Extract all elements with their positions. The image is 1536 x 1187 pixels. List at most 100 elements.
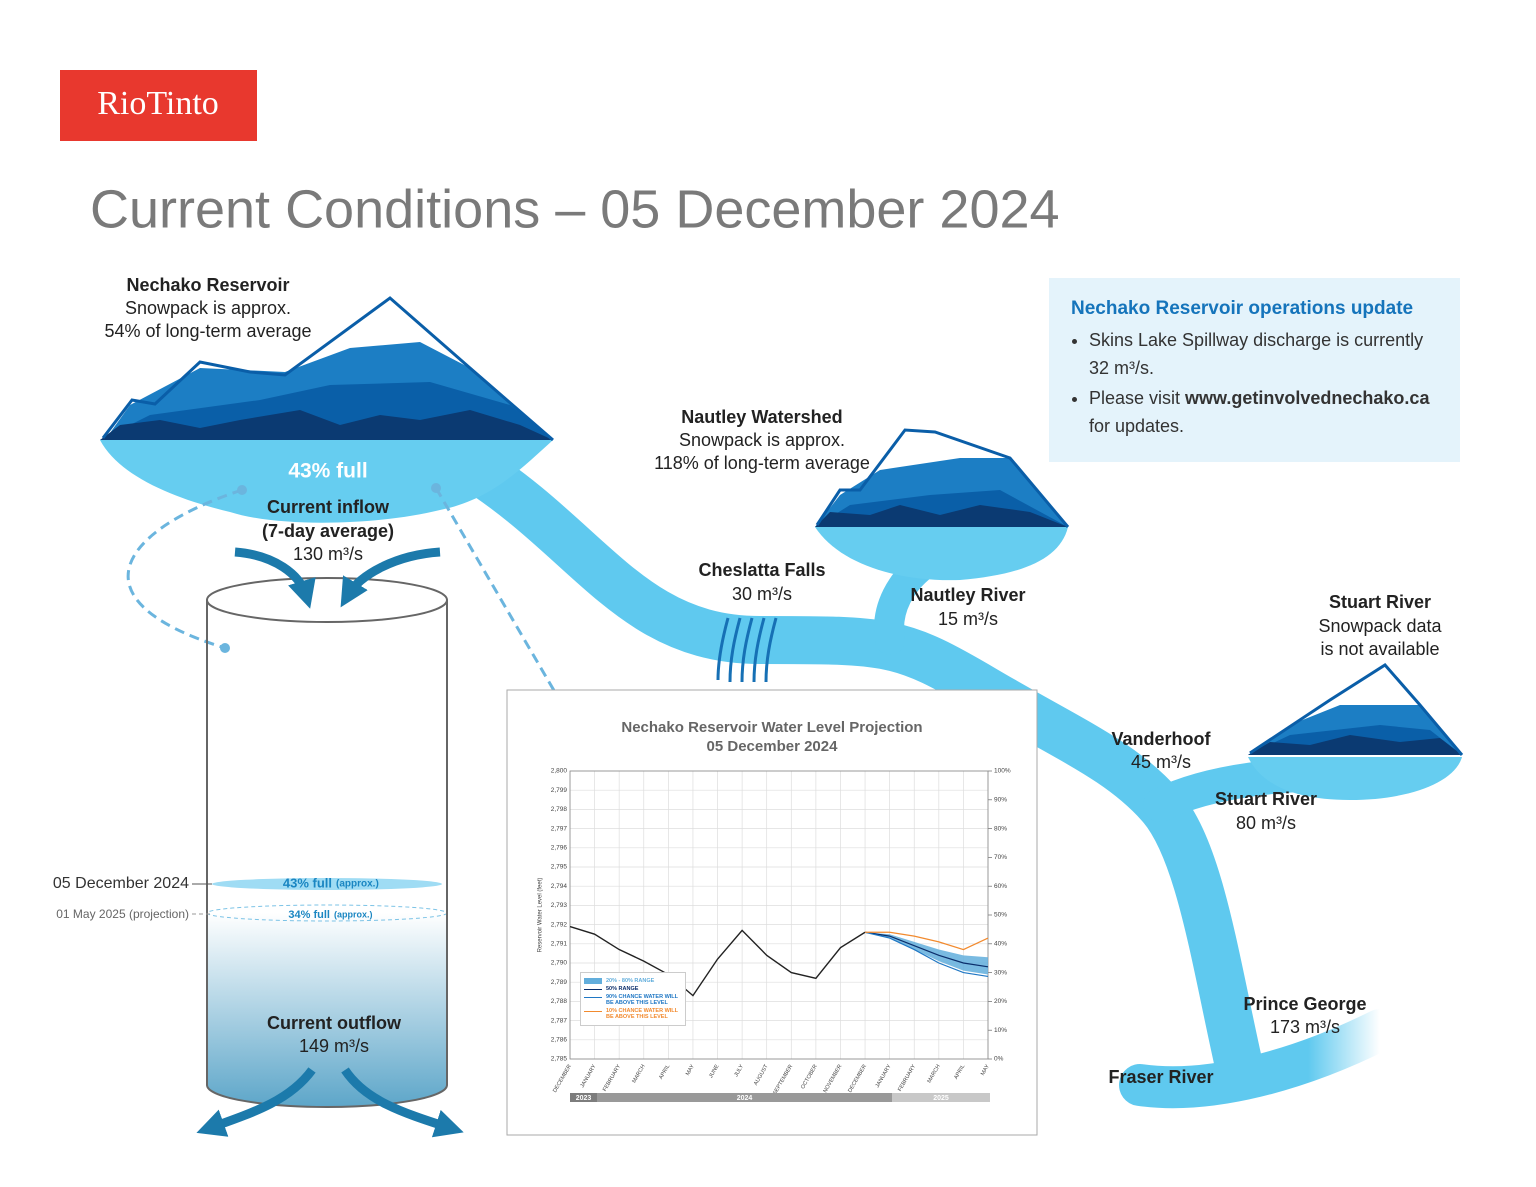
series-line <box>865 931 989 951</box>
series-line <box>569 925 866 997</box>
y-tick-label: 2,793 <box>551 902 568 909</box>
y2-tick-label: 10% <box>994 1027 1007 1034</box>
location-text: is not available <box>1320 639 1439 659</box>
reservoir-fill: 43% full <box>288 460 367 483</box>
flow-arrows <box>196 547 464 1138</box>
y2-tick-label: 30% <box>994 969 1007 976</box>
logo-box <box>60 70 257 141</box>
legend-label: 50% RANGE <box>606 986 639 992</box>
y-tick-label: 2,799 <box>551 787 568 794</box>
chart-frame <box>506 689 1038 1136</box>
year-band <box>597 1093 892 1102</box>
y2-tick-label: 80% <box>994 825 1007 832</box>
legend-label: 90% CHANCE WATER WILL BE ABOVE THIS LEVE… <box>606 994 678 1006</box>
flow-value: 45 m³/s <box>1131 752 1191 772</box>
stuart-mountain <box>1248 663 1464 756</box>
inflow-value: 130 m³/s <box>293 544 363 564</box>
flow-value: 15 m³/s <box>938 609 998 629</box>
connector-dot <box>237 485 247 495</box>
page-title: Current Conditions – 05 December 2024 <box>90 179 1060 239</box>
level-value: 34% full <box>288 909 330 921</box>
level-date: 05 December 2024 <box>53 875 189 892</box>
reservoir-mountain <box>100 296 554 442</box>
chart-subtitle: 05 December 2024 <box>707 738 839 755</box>
flow-name: Cheslatta Falls <box>698 560 825 580</box>
y-tick-label: 2,789 <box>551 979 568 986</box>
flow-name: Nautley River <box>910 585 1025 605</box>
location-text: Snowpack is approx. <box>125 298 291 318</box>
y-tick-label: 2,797 <box>551 825 568 832</box>
y2-tick-label: 50% <box>994 912 1007 919</box>
info-item: Skins Lake Spillway discharge is current… <box>1089 326 1438 382</box>
location-name: Nechako Reservoir <box>126 275 289 295</box>
info-text: Skins Lake Spillway discharge is current… <box>1089 330 1424 378</box>
y-tick-label: 2,790 <box>551 960 568 967</box>
rivers <box>446 441 1401 1109</box>
legend-swatch <box>584 997 602 998</box>
connector-dot <box>431 483 441 493</box>
stuart-lake <box>1248 757 1462 800</box>
info-title: Nechako Reservoir operations update <box>1071 298 1414 319</box>
chart-title: Nechako Reservoir Water Level Projection <box>621 719 922 736</box>
info-text: for updates. <box>1089 416 1185 436</box>
y2-tick-label: 20% <box>994 998 1007 1005</box>
legend-swatch <box>584 989 602 990</box>
nautley-lake <box>815 527 1068 581</box>
legend-swatch <box>584 1011 602 1012</box>
legend-label: 10% CHANCE WATER WILL BE ABOVE THIS LEVE… <box>606 1008 678 1020</box>
legend-item: 20% - 80% RANGE <box>584 978 682 984</box>
year-band <box>892 1093 990 1102</box>
nautley-mountain <box>815 428 1070 528</box>
legend-item: 90% CHANCE WATER WILL BE ABOVE THIS LEVE… <box>584 994 682 1006</box>
year-band <box>570 1093 597 1102</box>
cylinder <box>192 577 448 1108</box>
y2-tick-label: 70% <box>994 854 1007 861</box>
y2-tick-label: 0% <box>994 1056 1004 1063</box>
y-tick-label: 2,800 <box>551 768 568 775</box>
info-text: Please visit <box>1089 388 1186 408</box>
plot-frame <box>569 770 989 1060</box>
x-tick-label: JULY <box>733 1063 745 1078</box>
location-name: Nautley Watershed <box>681 407 842 427</box>
legend-label: 20% - 80% RANGE <box>606 978 655 984</box>
y2-tick-label: 60% <box>994 883 1007 890</box>
range-band <box>865 932 988 975</box>
level-note: (approx.) <box>336 879 379 890</box>
y2-tick-label: 100% <box>994 768 1011 775</box>
level-date: 01 May 2025 (projection) <box>56 907 189 921</box>
y-axis-label: Reservoir Water Level (feet) <box>538 878 544 953</box>
connector <box>126 488 243 650</box>
connector <box>434 487 572 719</box>
y-tick-label: 2,794 <box>551 883 568 890</box>
y-tick-label: 2,796 <box>551 845 568 852</box>
year-label: 2025 <box>933 1095 949 1102</box>
level-note: (approx.) <box>334 909 373 919</box>
flow-name: Prince George <box>1243 994 1366 1014</box>
legend: 20% - 80% RANGE 50% RANGE 90% CHANCE WATER… <box>580 972 686 1026</box>
x-tick-label: MAY <box>685 1063 696 1076</box>
y2-tick-label: 90% <box>994 797 1007 804</box>
location-name: Stuart River <box>1329 592 1431 612</box>
flow-value: 30 m³/s <box>732 584 792 604</box>
river-name: Fraser River <box>1108 1067 1213 1087</box>
flow-name: Vanderhoof <box>1111 729 1211 749</box>
flow-value: 80 m³/s <box>1236 813 1296 833</box>
y-tick-label: 2,786 <box>551 1037 568 1044</box>
connector-dot <box>220 643 230 653</box>
inflow-label: Current inflow <box>267 497 390 517</box>
y-tick-label: 2,788 <box>551 998 568 1005</box>
reservoir-lake <box>100 440 553 523</box>
location-text: 118% of long-term average <box>654 453 870 473</box>
y-tick-label: 2,787 <box>551 1017 568 1024</box>
level-value: 43% full <box>283 875 332 890</box>
flow-value: 173 m³/s <box>1270 1017 1340 1037</box>
y-tick-label: 2,792 <box>551 921 568 928</box>
year-label: 2023 <box>576 1095 592 1102</box>
x-tick-label: MAY <box>980 1063 991 1076</box>
waterfall <box>716 617 778 683</box>
y2-tick-label: 40% <box>994 941 1007 948</box>
year-label: 2024 <box>737 1095 753 1102</box>
legend-swatch <box>584 978 602 984</box>
info-item: Please visit www.getinvolvednechako.ca f… <box>1089 384 1438 440</box>
